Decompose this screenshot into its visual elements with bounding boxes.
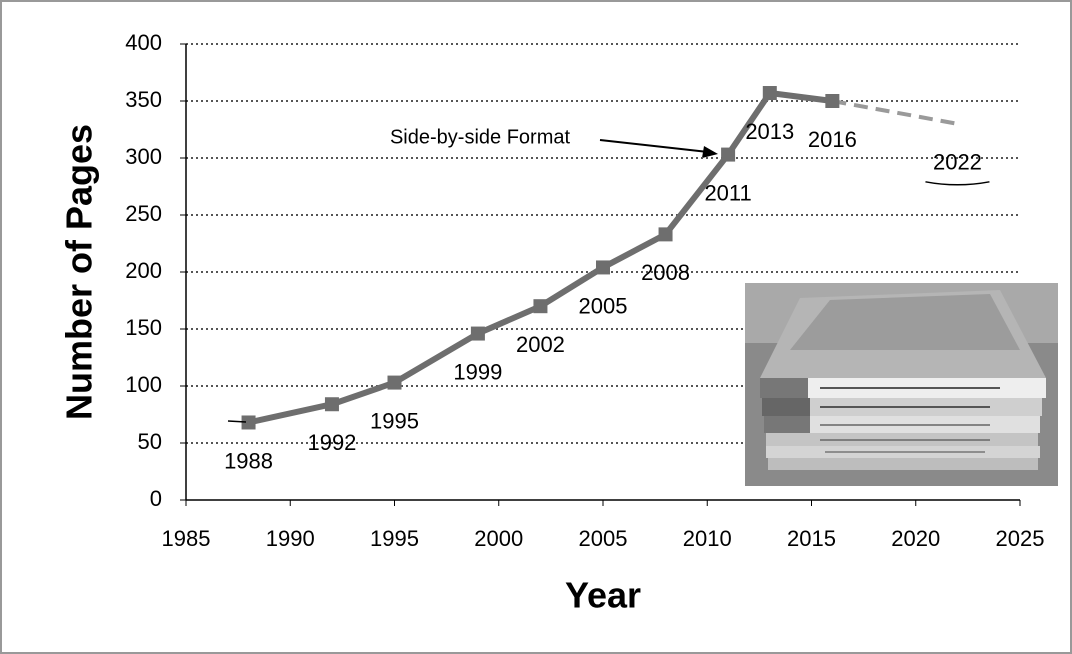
- data-label: 1988: [224, 448, 273, 473]
- point-marker: [387, 375, 402, 390]
- x-tick-label: 2010: [683, 526, 732, 551]
- y-tick-label: 50: [138, 429, 162, 454]
- x-tick-label: 1995: [370, 526, 419, 551]
- point-marker: [470, 326, 485, 341]
- x-tick-label: 1990: [266, 526, 315, 551]
- point-marker: [721, 147, 736, 162]
- x-tick-label: 2015: [787, 526, 836, 551]
- point-marker: [762, 86, 777, 101]
- point-marker: [241, 415, 256, 430]
- point-marker: [324, 397, 339, 412]
- data-label: 1995: [370, 408, 419, 433]
- data-label: 2013: [745, 119, 794, 144]
- data-label: 1992: [307, 430, 356, 455]
- start-tick: [227, 420, 247, 423]
- annotation: Side-by-side Format: [390, 126, 571, 148]
- x-tick-label: 2005: [579, 526, 628, 551]
- data-label: 2002: [516, 332, 565, 357]
- data-label: 2022: [933, 150, 982, 175]
- y-tick-label: 0: [150, 486, 162, 511]
- data-label: 1999: [453, 359, 502, 384]
- point-marker: [658, 227, 673, 242]
- y-tick-label: 200: [125, 258, 162, 283]
- x-tick-label: 1985: [162, 526, 211, 551]
- point-marker: [596, 260, 610, 275]
- y-tick-label: 150: [125, 315, 162, 340]
- y-tick-label: 300: [125, 144, 162, 169]
- data-label: 2005: [579, 293, 628, 318]
- label-underline: [925, 181, 990, 186]
- point-marker: [533, 299, 548, 314]
- point-marker: [825, 94, 840, 108]
- y-axis-title: Number of Pages: [59, 124, 100, 420]
- arrow-head: [702, 146, 718, 158]
- data-label: 2011: [704, 180, 751, 205]
- data-label: 2016: [808, 127, 857, 152]
- y-tick-label: 250: [125, 201, 162, 226]
- x-tick-label: 2020: [891, 526, 940, 551]
- x-tick-label: 2025: [996, 526, 1045, 551]
- y-tick-label: 350: [125, 87, 162, 112]
- data-label: 2008: [641, 260, 690, 285]
- series-line: [247, 90, 833, 426]
- y-tick-label: 100: [125, 372, 162, 397]
- y-tick-label: 400: [125, 30, 162, 55]
- annotation-arrow: [599, 139, 709, 153]
- x-axis-title: Year: [565, 575, 641, 616]
- x-tick-label: 2000: [474, 526, 523, 551]
- photo: [745, 283, 1058, 486]
